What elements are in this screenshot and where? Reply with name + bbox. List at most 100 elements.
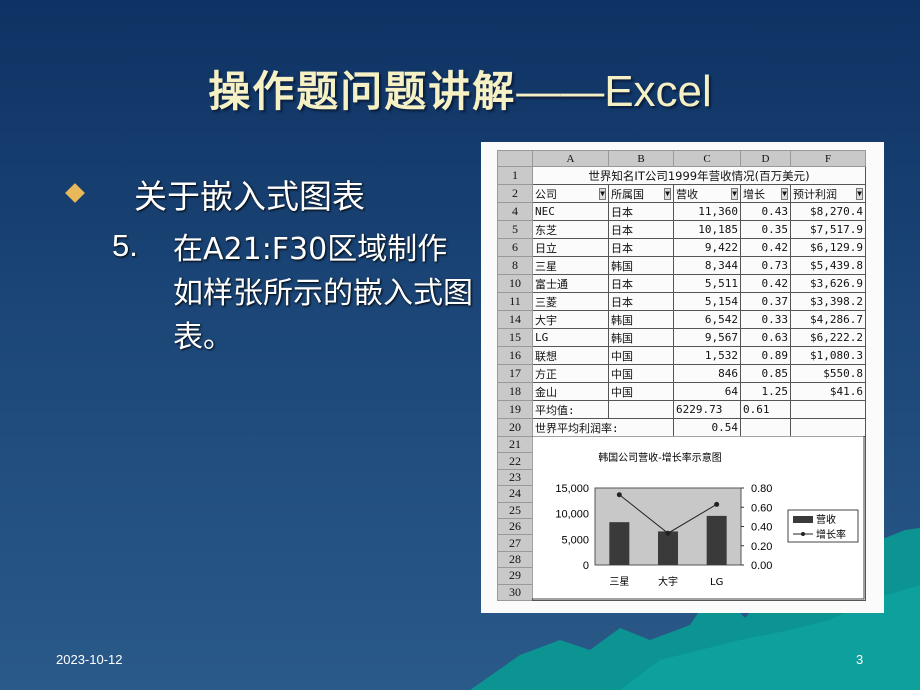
cell[interactable]: 日本: [608, 292, 674, 311]
header-cell[interactable]: ▼ 公司: [532, 184, 609, 203]
header-cell[interactable]: ▼ 增长: [740, 184, 791, 203]
row-header[interactable]: 20: [497, 418, 533, 437]
cell[interactable]: 世界平均利润率:: [532, 418, 674, 437]
cell[interactable]: 平均值:: [532, 400, 609, 419]
cell[interactable]: 韩国: [608, 256, 674, 275]
column-header[interactable]: A: [532, 150, 609, 167]
cell[interactable]: 日立: [532, 238, 609, 257]
header-cell[interactable]: ▼ 营收: [673, 184, 741, 203]
cell[interactable]: 11,360: [673, 202, 741, 221]
cell[interactable]: 日本: [608, 274, 674, 293]
cell[interactable]: $6,129.9: [790, 238, 866, 257]
cell[interactable]: 金山: [532, 382, 609, 401]
cell[interactable]: 1.25: [740, 382, 791, 401]
cell[interactable]: 0.33: [740, 310, 791, 329]
row-header[interactable]: 19: [497, 400, 533, 419]
filter-dropdown-icon[interactable]: ▼: [856, 187, 863, 200]
row-header[interactable]: 25: [497, 501, 533, 519]
cell[interactable]: 10,185: [673, 220, 741, 239]
cell[interactable]: $8,270.4: [790, 202, 866, 221]
row-header[interactable]: 14: [497, 310, 533, 329]
corner-cell[interactable]: [497, 150, 533, 167]
cell[interactable]: $4,286.7: [790, 310, 866, 329]
row-header[interactable]: 23: [497, 468, 533, 487]
column-header[interactable]: D: [740, 150, 791, 167]
embedded-chart[interactable]: 韩国公司营收-增长率示意图 0 5,000 10,000 15,000 0.00 0.20 0…: [532, 436, 865, 600]
cell[interactable]: 1,532: [673, 346, 741, 365]
cell[interactable]: 9,567: [673, 328, 741, 347]
cell[interactable]: 中国: [608, 346, 674, 365]
row-header[interactable]: 2: [497, 184, 533, 203]
cell[interactable]: 0.61: [740, 400, 791, 419]
row-header[interactable]: 11: [497, 292, 533, 311]
header-cell[interactable]: ▼ 预计利润: [790, 184, 866, 203]
column-header[interactable]: B: [608, 150, 674, 167]
row-header[interactable]: 24: [497, 485, 533, 503]
cell[interactable]: $6,222.2: [790, 328, 866, 347]
cell[interactable]: 0.85: [740, 364, 791, 383]
cell[interactable]: 大宇: [532, 310, 609, 329]
cell[interactable]: 方正: [532, 364, 609, 383]
cell[interactable]: [790, 400, 866, 419]
sheet-title-cell[interactable]: 世界知名IT公司1999年营收情况(百万美元): [532, 166, 866, 185]
row-header[interactable]: 10: [497, 274, 533, 293]
cell[interactable]: LG: [532, 328, 609, 347]
cell[interactable]: [790, 418, 866, 437]
cell[interactable]: 64: [673, 382, 741, 401]
cell[interactable]: 中国: [608, 382, 674, 401]
cell[interactable]: 0.63: [740, 328, 791, 347]
row-header[interactable]: 6: [497, 238, 533, 257]
cell[interactable]: $550.8: [790, 364, 866, 383]
cell[interactable]: $41.6: [790, 382, 866, 401]
cell[interactable]: 5,511: [673, 274, 741, 293]
cell[interactable]: 富士通: [532, 274, 609, 293]
cell[interactable]: $1,080.3: [790, 346, 866, 365]
row-header[interactable]: 28: [497, 550, 533, 569]
cell[interactable]: 三星: [532, 256, 609, 275]
cell[interactable]: 联想: [532, 346, 609, 365]
cell[interactable]: 日本: [608, 238, 674, 257]
cell[interactable]: 8,344: [673, 256, 741, 275]
cell[interactable]: $3,398.2: [790, 292, 866, 311]
cell[interactable]: 9,422: [673, 238, 741, 257]
cell[interactable]: 5,154: [673, 292, 741, 311]
cell[interactable]: 6229.73: [673, 400, 741, 419]
cell[interactable]: [740, 418, 791, 437]
cell[interactable]: 0.42: [740, 274, 791, 293]
row-header[interactable]: 22: [497, 452, 533, 470]
row-header[interactable]: 4: [497, 202, 533, 221]
cell[interactable]: 日本: [608, 220, 674, 239]
row-header[interactable]: 1: [497, 166, 533, 185]
filter-dropdown-icon[interactable]: ▼: [664, 187, 671, 200]
cell[interactable]: 韩国: [608, 328, 674, 347]
row-header[interactable]: 16: [497, 346, 533, 365]
cell[interactable]: 三菱: [532, 292, 609, 311]
row-header[interactable]: 29: [497, 567, 533, 585]
cell[interactable]: 东芝: [532, 220, 609, 239]
cell[interactable]: $5,439.8: [790, 256, 866, 275]
row-header[interactable]: 18: [497, 382, 533, 401]
cell[interactable]: 0.89: [740, 346, 791, 365]
cell[interactable]: 0.37: [740, 292, 791, 311]
cell[interactable]: 0.73: [740, 256, 791, 275]
cell[interactable]: 0.42: [740, 238, 791, 257]
cell[interactable]: 6,542: [673, 310, 741, 329]
cell[interactable]: $7,517.9: [790, 220, 866, 239]
cell[interactable]: 0.43: [740, 202, 791, 221]
cell[interactable]: [608, 400, 674, 419]
cell[interactable]: $3,626.9: [790, 274, 866, 293]
row-header[interactable]: 30: [497, 583, 533, 601]
cell[interactable]: NEC: [532, 202, 609, 221]
filter-dropdown-icon[interactable]: ▼: [781, 187, 788, 200]
row-header[interactable]: 15: [497, 328, 533, 347]
cell[interactable]: 0.54: [673, 418, 741, 437]
column-header[interactable]: C: [673, 150, 741, 167]
header-cell[interactable]: ▼ 所属国: [608, 184, 674, 203]
row-header[interactable]: 27: [497, 534, 533, 552]
row-header[interactable]: 21: [497, 435, 533, 454]
row-header[interactable]: 26: [497, 517, 533, 536]
row-header[interactable]: 17: [497, 364, 533, 383]
filter-dropdown-icon[interactable]: ▼: [599, 187, 606, 200]
filter-dropdown-icon[interactable]: ▼: [731, 187, 738, 200]
cell[interactable]: 846: [673, 364, 741, 383]
